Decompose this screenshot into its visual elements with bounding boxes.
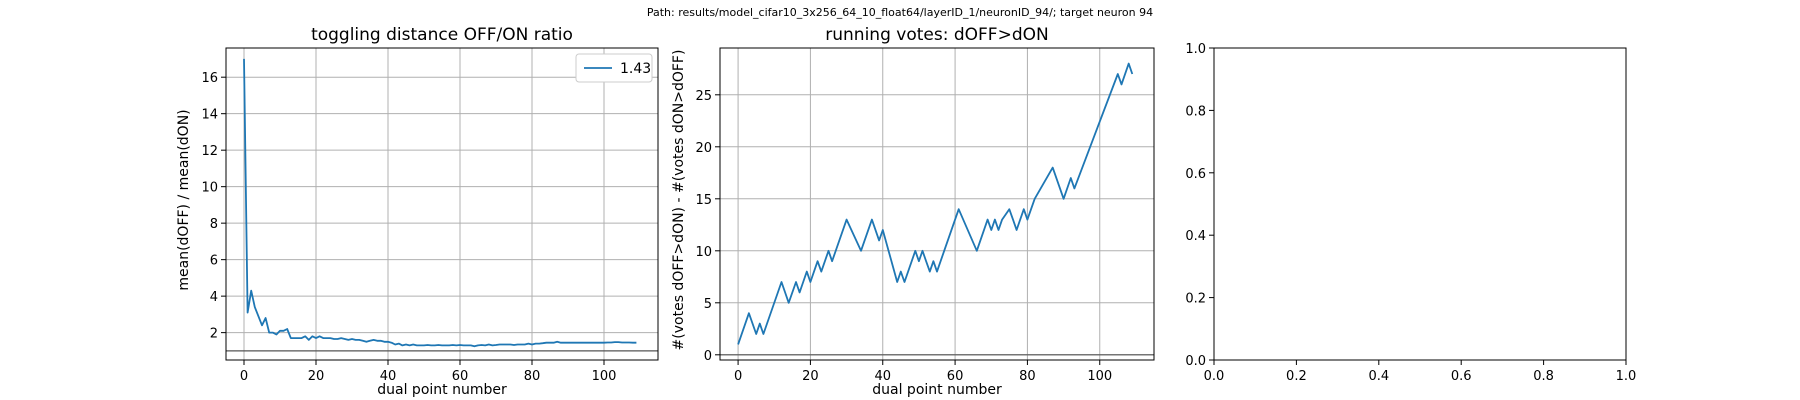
axes-frame xyxy=(225,47,659,361)
x-tick-label: 0.4 xyxy=(1368,369,1389,384)
axes-frame xyxy=(1213,47,1627,361)
x-tick-label: 0 xyxy=(734,369,742,384)
y-tick-label: 1.0 xyxy=(1185,42,1206,57)
chart-title: running votes: dOFF>dON xyxy=(825,25,1048,45)
y-tick-label: 5 xyxy=(704,297,712,312)
y-tick-label: 0.2 xyxy=(1185,292,1206,307)
series-line xyxy=(243,58,637,348)
x-tick-label: 0.2 xyxy=(1286,369,1307,384)
legend-label: 1.43 xyxy=(620,61,651,77)
y-tick-label: 0.0 xyxy=(1185,354,1206,369)
y-tick-label: 0.8 xyxy=(1185,104,1206,119)
x-tick-label: 40 xyxy=(874,369,891,384)
y-tick-label: 0.4 xyxy=(1185,229,1206,244)
x-tick-label: 0.8 xyxy=(1533,369,1554,384)
y-axis-label: #(votes dOFF>dON) - #(votes dON>dOFF) xyxy=(671,50,687,351)
x-tick-label: 20 xyxy=(802,369,819,384)
legend-box xyxy=(575,53,653,83)
y-tick-label: 10 xyxy=(695,245,712,260)
y-tick-label: 10 xyxy=(201,181,218,196)
x-axis-label: dual point number xyxy=(872,382,1002,398)
y-tick-label: 20 xyxy=(695,141,712,156)
series-line xyxy=(737,62,1134,345)
x-tick-label: 1.0 xyxy=(1616,369,1637,384)
x-tick-label: 80 xyxy=(1019,369,1036,384)
y-tick-label: 6 xyxy=(210,254,218,269)
x-tick-label: 100 xyxy=(592,369,617,384)
x-tick-label: 40 xyxy=(380,369,397,384)
x-tick-label: 100 xyxy=(1087,369,1112,384)
chart-running-votes: running votes: dOFF>dON dual point numbe… xyxy=(671,25,1155,398)
y-tick-label: 25 xyxy=(695,89,712,104)
chart-title: toggling distance OFF/ON ratio xyxy=(311,25,573,45)
y-tick-label: 14 xyxy=(201,108,218,123)
x-tick-label: 20 xyxy=(308,369,325,384)
x-tick-label: 0.6 xyxy=(1451,369,1472,384)
y-tick-label: 4 xyxy=(210,290,218,305)
y-tick-label: 12 xyxy=(201,144,218,159)
x-tick-label: 80 xyxy=(524,369,541,384)
chart-toggling-ratio: toggling distance OFF/ON ratio dual poin… xyxy=(176,25,659,398)
y-tick-label: 0 xyxy=(704,349,712,364)
x-tick-label: 60 xyxy=(452,369,469,384)
axes-frame xyxy=(719,47,1155,361)
y-tick-label: 15 xyxy=(695,193,712,208)
y-tick-label: 0.6 xyxy=(1185,167,1206,182)
x-axis-label: dual point number xyxy=(377,382,507,398)
chart-empty: 0.0 0.2 0.4 0.6 0.8 1.0 0.0 0.2 0.4 0.6 0.8 1.0 xyxy=(1185,42,1636,384)
y-axis-label: mean(dOFF) / mean(dON) xyxy=(176,109,192,290)
x-tick-label: 0 xyxy=(240,369,248,384)
x-tick-label: 0.0 xyxy=(1204,369,1225,384)
y-tick-label: 2 xyxy=(210,327,218,342)
figure-suptitle: Path: results/model_cifar10_3x256_64_10_… xyxy=(647,6,1153,19)
x-tick-label: 60 xyxy=(947,369,964,384)
y-tick-label: 8 xyxy=(210,217,218,232)
y-tick-label: 16 xyxy=(201,71,218,86)
